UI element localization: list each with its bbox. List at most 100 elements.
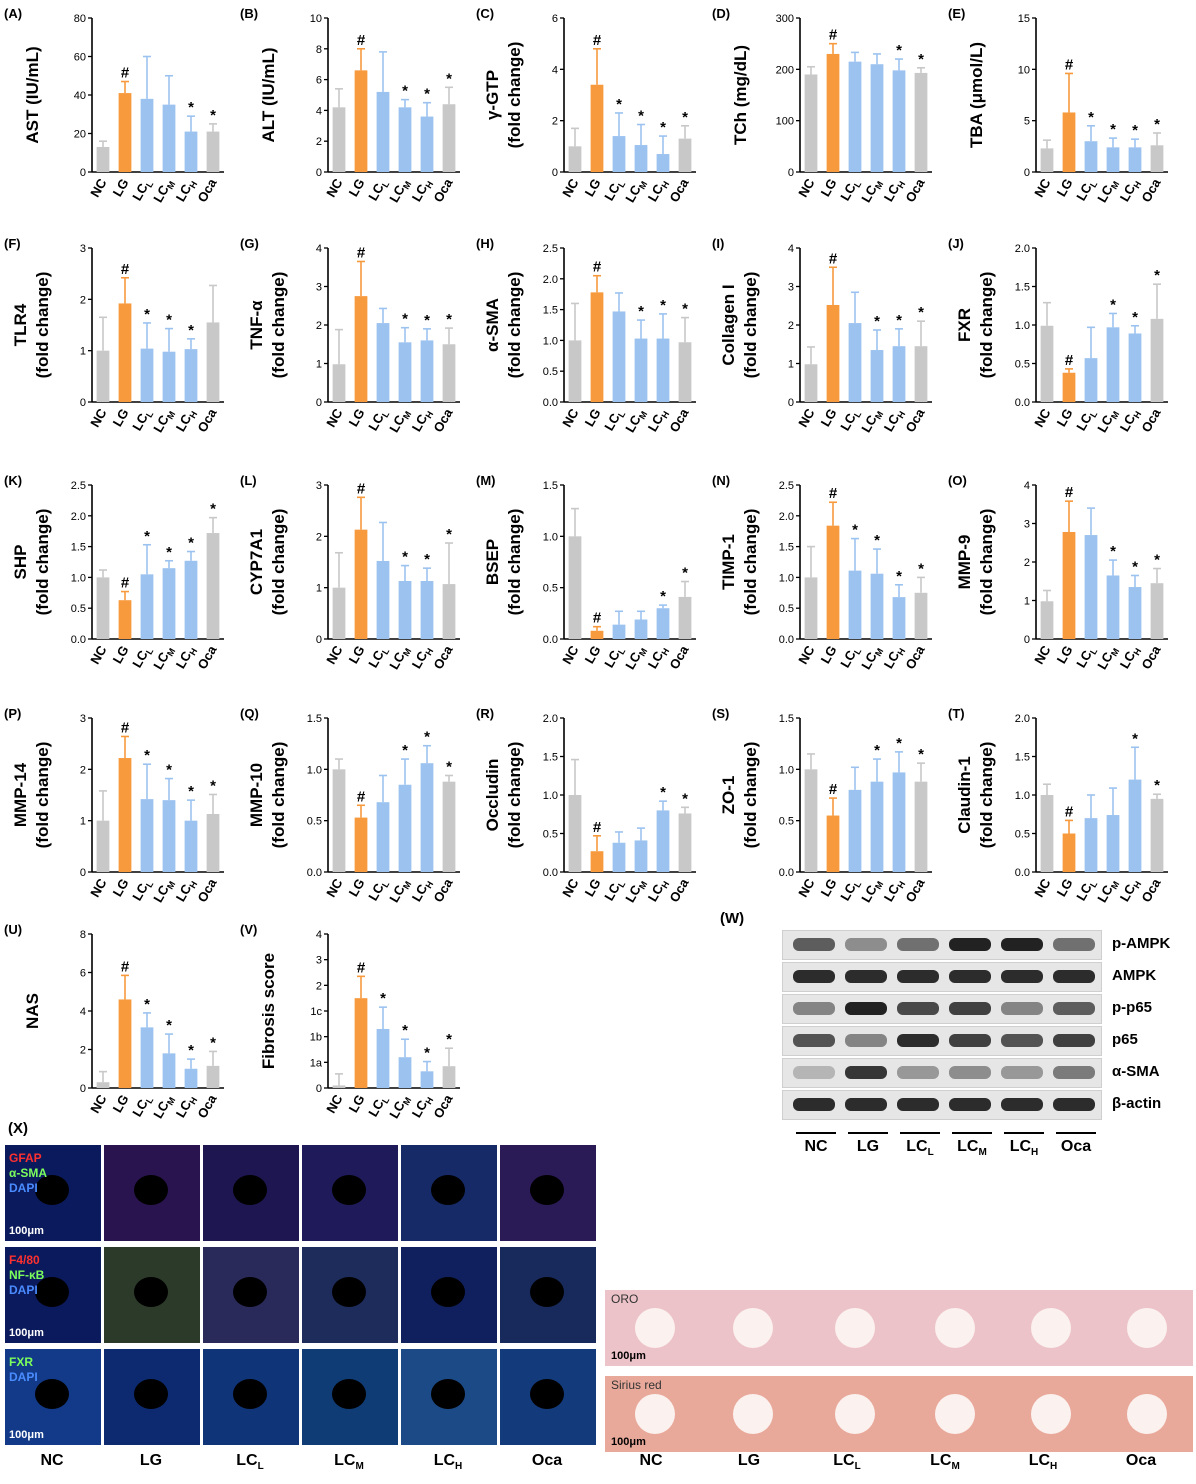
x-tick-label: LCL <box>1073 406 1099 435</box>
x-tick-label: LCH <box>881 643 908 672</box>
significance-mark: * <box>1110 543 1116 560</box>
x-tick-label: Oca <box>194 1091 220 1120</box>
blot-row-label: α-SMA <box>1112 1063 1160 1080</box>
western-blot-panel: (W) p-AMPK AMPK p-p65 p65 α-SMA β-actin NC LG LC… <box>720 910 1170 1160</box>
bar <box>206 322 220 402</box>
significance-mark: * <box>896 312 902 329</box>
bar <box>354 817 368 872</box>
significance-mark: * <box>144 996 150 1013</box>
histology-column-label-subscript: M <box>951 1461 960 1473</box>
y-tick-label: 0 <box>80 867 86 879</box>
fluorescence-image: GFAP α-SMA DAPI 100μm <box>4 1144 102 1242</box>
x-tick-label: LCH <box>1117 406 1144 435</box>
x-tick-label-subscript: M <box>637 180 649 191</box>
bar <box>1084 818 1098 872</box>
bar <box>1040 601 1054 639</box>
bar <box>1128 779 1142 872</box>
x-tick-label-main: Oca <box>430 175 456 204</box>
blot-band <box>949 1066 991 1079</box>
blot-band <box>1001 1098 1043 1111</box>
x-tick-label: LCM <box>622 176 649 206</box>
y-tick-label: 2 <box>80 764 86 776</box>
significance-mark: # <box>121 575 130 592</box>
y-tick-label: 1.0 <box>543 790 558 802</box>
y-tick-label: 2 <box>80 294 86 306</box>
x-tick-label: NC <box>323 1091 346 1115</box>
significance-mark: * <box>896 42 902 59</box>
significance-mark: * <box>446 758 452 775</box>
y-axis-label: Claudin-1 <box>955 756 974 833</box>
histology-column-label: Oca <box>1125 1452 1157 1469</box>
blot-strip <box>782 1090 1102 1120</box>
bar <box>848 323 862 402</box>
x-tick-label: Oca <box>194 405 220 434</box>
scale-bar-label: 100μm <box>9 1225 44 1237</box>
y-tick-label: 2 <box>1024 557 1030 569</box>
x-tick-label-main: NC <box>323 405 346 429</box>
x-tick-label-subscript: M <box>165 410 177 421</box>
x-tick-label-main: NC <box>87 175 110 199</box>
y-tick-label: 4 <box>316 243 322 255</box>
vessel-lumen <box>134 1277 168 1307</box>
x-tick-label-main: Oca <box>430 1091 456 1120</box>
x-tick-label: Oca <box>902 175 928 204</box>
bar <box>206 1065 220 1088</box>
y-tick-label: 4 <box>552 64 558 76</box>
panel-label: (K) <box>4 473 22 488</box>
bar <box>184 131 198 172</box>
y-tick-label: 0 <box>316 634 322 646</box>
bar <box>678 342 692 402</box>
significance-mark: * <box>446 70 452 87</box>
fluorescence-image <box>400 1144 498 1242</box>
x-tick-label-subscript: M <box>165 647 177 658</box>
stain-label: DAPI <box>9 1370 38 1384</box>
bar <box>1150 583 1164 639</box>
bar <box>678 813 692 872</box>
y-axis-label: (fold change) <box>269 742 288 849</box>
vessel-lumen <box>1127 1308 1167 1348</box>
bar <box>634 619 648 639</box>
y-tick-label: 15 <box>1018 13 1030 25</box>
bar <box>376 1028 390 1088</box>
significance-mark: # <box>593 32 602 49</box>
bar <box>892 346 906 402</box>
blot-band <box>845 1066 887 1079</box>
bar <box>398 784 412 872</box>
x-tick-label: Oca <box>430 1091 456 1120</box>
bar <box>1062 112 1076 172</box>
panel-label: (Q) <box>240 706 259 721</box>
significance-mark: * <box>918 746 924 763</box>
significance-mark: * <box>616 96 622 113</box>
x-tick-label: LCM <box>858 406 885 436</box>
x-tick-label: Oca <box>902 642 928 671</box>
fluorescence-image <box>499 1348 597 1446</box>
vessel-lumen <box>134 1379 168 1409</box>
y-axis-label: AST (IU/mL) <box>23 46 42 143</box>
x-tick-label-subscript: L <box>616 409 628 419</box>
y-axis-label: (fold change) <box>505 509 524 616</box>
panel-label: (B) <box>240 6 258 21</box>
panel-label: (O) <box>948 473 967 488</box>
x-tick-label-subscript: H <box>895 180 907 191</box>
y-tick-label: 1b <box>310 1032 322 1044</box>
bar <box>140 574 154 639</box>
fluorescence-image <box>202 1144 300 1242</box>
x-tick-label: LCM <box>858 176 885 206</box>
y-tick-label: 2 <box>788 320 794 332</box>
x-tick-label: LCH <box>645 176 672 205</box>
x-tick-label-subscript: M <box>1109 880 1121 891</box>
x-tick-label-subscript: L <box>144 646 156 656</box>
y-tick-label: 1.0 <box>307 764 322 776</box>
lane-underline <box>1056 1132 1096 1134</box>
y-axis-label: (fold change) <box>977 509 996 616</box>
x-tick-label: LCM <box>150 176 177 206</box>
vessel-lumen <box>35 1379 69 1409</box>
significance-mark: * <box>188 322 194 339</box>
panel-label: (A) <box>4 6 22 21</box>
x-tick-label-main: NC <box>87 1091 110 1115</box>
x-tick-label: Oca <box>194 642 220 671</box>
bar <box>804 577 818 639</box>
y-tick-label: 0.5 <box>779 816 794 828</box>
y-tick-label: 2 <box>316 136 322 148</box>
x-tick-label: LCM <box>386 643 413 673</box>
